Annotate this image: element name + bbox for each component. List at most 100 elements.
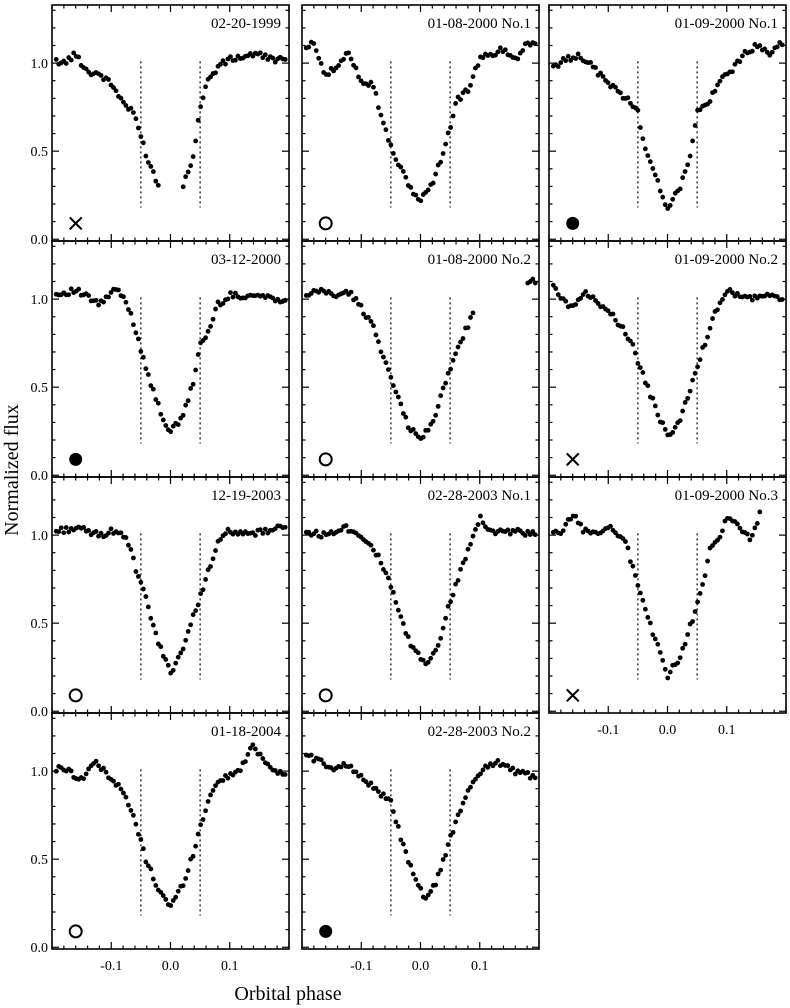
data-point — [170, 898, 176, 903]
data-point — [425, 187, 431, 193]
data-point — [715, 82, 720, 88]
data-point — [118, 530, 124, 536]
data-point — [173, 660, 179, 666]
data-point — [193, 138, 199, 144]
data-point — [737, 525, 743, 531]
data-point — [363, 779, 369, 785]
y-tick-label: 0.0 — [31, 233, 49, 248]
data-point — [525, 770, 531, 775]
data-point — [175, 654, 181, 660]
panel-label: 01-18-2004 — [211, 724, 281, 740]
data-point — [613, 530, 618, 536]
data-point — [238, 768, 243, 774]
data-point — [183, 637, 189, 643]
data-point — [193, 608, 199, 614]
panel-label: 02-28-2003 No.2 — [428, 724, 531, 740]
data-point — [116, 781, 121, 787]
data-point — [66, 292, 72, 298]
data-point — [118, 786, 124, 792]
data-point — [188, 386, 194, 391]
data-point — [262, 526, 268, 532]
data-point — [660, 420, 666, 426]
panel-label: 12-19-2003 — [211, 488, 281, 504]
data-point — [318, 534, 324, 540]
data-point — [739, 53, 745, 59]
data-point — [185, 398, 191, 404]
data-point — [138, 837, 144, 842]
data-point — [213, 783, 218, 789]
panel: 01-09-2000 No.2 — [548, 240, 787, 478]
data-point — [148, 615, 154, 621]
data-point — [465, 787, 471, 793]
data-point — [685, 632, 691, 637]
data-point — [735, 290, 740, 296]
y-tick-label: 1.0 — [31, 293, 49, 308]
data-point — [183, 174, 189, 180]
data-point — [395, 823, 401, 829]
panel: 01-08-2000 No.2 — [301, 240, 540, 478]
data-point — [225, 775, 231, 781]
data-point — [682, 641, 688, 647]
data-point — [463, 556, 468, 562]
data-point — [632, 350, 638, 356]
data-point — [390, 150, 396, 156]
data-point — [193, 843, 199, 849]
data-point — [433, 882, 439, 888]
panel: 0.0 0.5 1.0 03-12-2000 — [31, 240, 290, 484]
data-point — [353, 295, 359, 301]
data-point — [228, 290, 233, 295]
data-point — [515, 56, 521, 62]
data-point — [163, 897, 169, 902]
cross-marker — [565, 452, 580, 467]
filled-circle-marker — [319, 924, 333, 938]
data-point — [450, 830, 456, 835]
data-point — [131, 110, 136, 116]
data-point — [93, 297, 99, 303]
data-point — [98, 72, 104, 78]
data-point — [140, 140, 146, 146]
data-point — [573, 513, 579, 519]
data-point — [560, 528, 566, 534]
data-point — [425, 892, 431, 898]
panel-frame — [301, 476, 540, 714]
data-point — [480, 55, 486, 61]
data-point — [185, 169, 191, 175]
data-point — [233, 57, 238, 63]
data-point — [403, 631, 409, 636]
data-point — [613, 84, 618, 90]
data-point — [408, 185, 414, 190]
data-point — [630, 341, 636, 347]
panel-label: 01-09-2000 No.2 — [675, 252, 778, 268]
data-point — [463, 795, 468, 801]
data-point — [692, 370, 698, 376]
data-point — [385, 575, 391, 581]
data-point — [522, 533, 528, 538]
data-point — [56, 529, 62, 535]
data-point — [282, 772, 288, 777]
data-point — [308, 752, 314, 758]
data-point — [393, 600, 399, 605]
data-point — [58, 525, 64, 531]
data-point — [505, 527, 511, 533]
data-point — [128, 808, 134, 813]
data-point — [220, 58, 226, 64]
data-point — [398, 164, 404, 170]
data-point — [131, 812, 136, 818]
open-circle-marker — [318, 452, 333, 467]
data-point — [470, 533, 476, 539]
data-point — [123, 794, 129, 800]
data-point — [158, 411, 164, 417]
data-point — [450, 592, 456, 598]
data-point — [378, 349, 384, 355]
data-point — [408, 862, 414, 868]
data-point — [185, 629, 191, 634]
data-point — [700, 582, 705, 587]
data-point — [563, 521, 569, 527]
y-axis-label: Normalized flux — [1, 404, 23, 536]
data-point — [480, 520, 486, 526]
data-point — [413, 192, 419, 198]
data-point — [403, 414, 409, 420]
data-point — [203, 808, 208, 814]
data-point — [383, 570, 389, 576]
